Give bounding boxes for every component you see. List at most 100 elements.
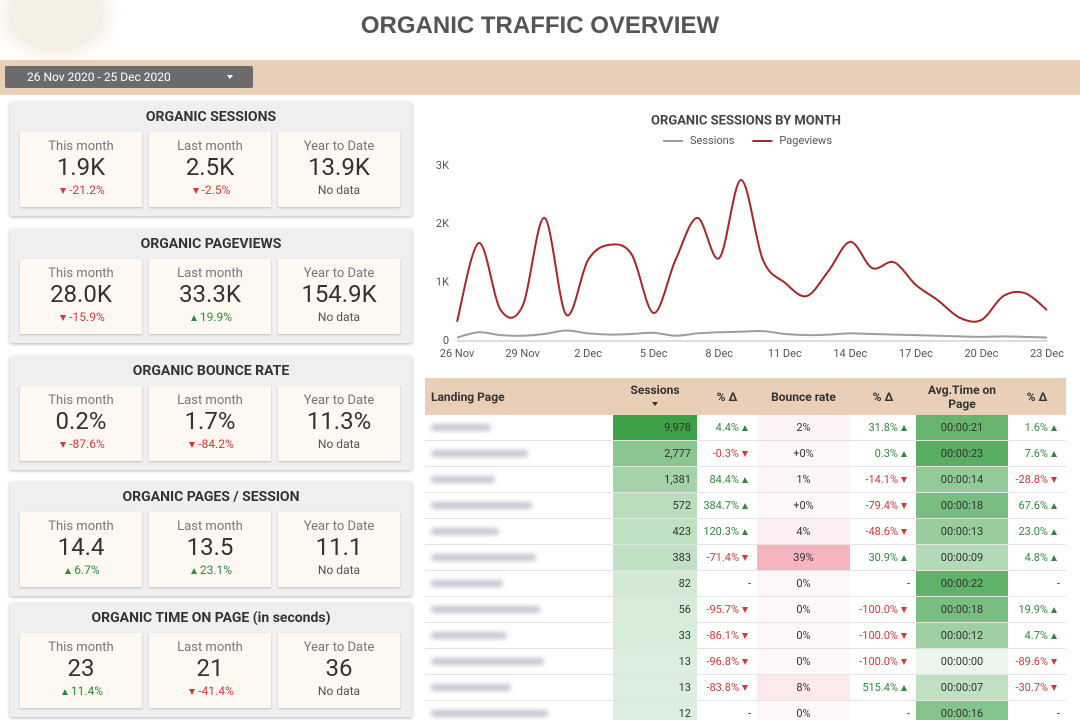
cell-text: -0.3% bbox=[712, 447, 739, 460]
column-header[interactable]: % Δ bbox=[1008, 378, 1066, 415]
column-header[interactable]: % Δ bbox=[850, 378, 916, 415]
column-header-text: Landing Page bbox=[431, 389, 505, 404]
table-cell: 67.6% bbox=[1008, 492, 1066, 519]
column-header[interactable]: Bounce rate bbox=[757, 378, 850, 415]
scorecard: Last month 1.7% -84.2% bbox=[149, 386, 271, 461]
cell-text: 30.9% bbox=[868, 551, 898, 564]
scorecard-value: 21 bbox=[196, 654, 224, 682]
down-arrow bbox=[60, 187, 67, 194]
table-row: 9,978 4.4% 2% 31.8% 00:00:21 1.6% bbox=[425, 415, 1066, 441]
up-arrow bbox=[742, 529, 748, 536]
table-cell: 0% bbox=[757, 622, 850, 649]
cell-text: 23.0% bbox=[1018, 525, 1048, 538]
table-row: 423 120.3% 4% -48.6% 00:00:13 23.0% bbox=[425, 518, 1066, 545]
scorecard-value: 1.7% bbox=[184, 407, 236, 435]
scorecard-label: Year to Date bbox=[303, 640, 375, 655]
table-cell: 9,978 bbox=[613, 415, 697, 441]
down-arrow bbox=[901, 633, 907, 640]
scorecard-value: 1.9K bbox=[56, 153, 106, 181]
series-line bbox=[456, 329, 1048, 339]
table-row: 82 - 0% - 00:00:22 - bbox=[425, 570, 1066, 597]
cell-text: 13 bbox=[678, 681, 691, 694]
blurred-landing-page bbox=[431, 424, 491, 431]
down-arrow bbox=[901, 503, 907, 510]
cell-text: 384.7% bbox=[703, 499, 739, 512]
table-cell: - bbox=[697, 700, 757, 720]
scorecard-delta: 23.1% bbox=[149, 563, 271, 577]
x-tick-label: 14 Dec bbox=[833, 347, 867, 360]
legend-label: Sessions bbox=[690, 134, 735, 147]
up-arrow bbox=[1051, 555, 1057, 562]
scorecard-label: Year to Date bbox=[303, 393, 375, 408]
blurred-landing-page bbox=[431, 658, 544, 665]
scorecard-value: 13.5 bbox=[186, 533, 234, 561]
down-arrow bbox=[742, 607, 748, 614]
column-header[interactable]: % Δ bbox=[697, 378, 757, 415]
table-cell: 00:00:16 bbox=[916, 700, 1008, 720]
blurred-landing-page bbox=[431, 476, 495, 483]
column-header[interactable]: Landing Page bbox=[425, 378, 613, 415]
down-arrow bbox=[189, 688, 196, 695]
cell-text: 56 bbox=[678, 603, 691, 616]
table-cell: -28.8% bbox=[1008, 466, 1066, 493]
down-arrow bbox=[742, 451, 748, 458]
cell-text: 00:00:18 bbox=[940, 603, 984, 616]
delta-text: 23.1% bbox=[199, 563, 233, 577]
note-text: No data bbox=[317, 563, 361, 577]
table-row: 33 -86.1% 0% -100.0% 00:00:12 4.7% bbox=[425, 622, 1066, 649]
blurred-landing-page bbox=[431, 450, 528, 457]
table-cell: 00:00:12 bbox=[916, 622, 1008, 649]
scorecard-delta: -2.5% bbox=[149, 183, 271, 197]
cell-text: 00:00:09 bbox=[940, 551, 984, 564]
blurred-landing-page bbox=[431, 606, 540, 613]
scorecard-panel: ORGANIC PAGES / SESSION This month 14.4 6.7… bbox=[10, 482, 412, 596]
cell-text: -14.1% bbox=[865, 473, 898, 486]
blurred-landing-page bbox=[431, 632, 507, 639]
scorecard: This month 28.0K -15.9% bbox=[20, 259, 142, 334]
down-arrow bbox=[1051, 685, 1057, 692]
cell-text: -89.6% bbox=[1015, 655, 1048, 668]
blurred-landing-page bbox=[431, 554, 536, 561]
table-cell: -48.6% bbox=[850, 518, 916, 545]
up-arrow bbox=[901, 451, 907, 458]
cell-text: -83.8% bbox=[706, 681, 739, 694]
x-tick-label: 29 Nov bbox=[505, 347, 540, 360]
x-tick-label: 11 Dec bbox=[768, 347, 802, 360]
table-cell: -89.6% bbox=[1008, 648, 1066, 675]
down-arrow bbox=[189, 441, 196, 448]
cell-text: 4.4% bbox=[715, 421, 739, 434]
table-cell: 4.8% bbox=[1008, 544, 1066, 571]
blurred-landing-page bbox=[431, 580, 503, 587]
cell-text: -28.8% bbox=[1015, 473, 1048, 486]
up-arrow bbox=[190, 314, 197, 321]
cell-text: -48.6% bbox=[865, 525, 898, 538]
up-arrow bbox=[901, 425, 907, 432]
cell-text: 1.6% bbox=[1024, 421, 1048, 434]
scorecard: Year to Date 11.1 No data bbox=[278, 512, 400, 587]
cell-text: 4% bbox=[796, 525, 811, 538]
cell-text: 423 bbox=[672, 525, 691, 538]
table-cell: 0% bbox=[757, 570, 850, 597]
column-header[interactable]: Sessions bbox=[613, 378, 697, 415]
scorecard-delta: 11.4% bbox=[20, 684, 142, 698]
header-row: Landing Page Sessions % Δ Bounce rate % Δ Avg… bbox=[425, 378, 1066, 415]
scorecard-label: This month bbox=[48, 640, 114, 655]
up-arrow bbox=[742, 477, 748, 484]
table-row: 572 384.7% +0% -79.4% 00:00:18 67.6% bbox=[425, 492, 1066, 519]
delta-text: -41.4% bbox=[198, 684, 234, 698]
down-arrow bbox=[60, 314, 67, 321]
scorecard-value: 13.9K bbox=[308, 153, 370, 181]
table-cell: 00:00:23 bbox=[916, 440, 1008, 467]
note-text: No data bbox=[317, 183, 361, 197]
table-cell: 00:00:21 bbox=[916, 415, 1008, 441]
delta-text: -2.5% bbox=[201, 183, 231, 197]
scorecard-delta: -15.9% bbox=[20, 310, 142, 324]
column-header[interactable]: Avg.Time on Page bbox=[916, 378, 1008, 415]
landing-page-cell bbox=[425, 415, 613, 441]
up-arrow bbox=[1051, 503, 1057, 510]
table-row: 2,777 -0.3% +0% 0.3% 00:00:23 7.6% bbox=[425, 440, 1066, 467]
blurred-landing-page bbox=[431, 710, 548, 717]
table-cell: 13 bbox=[613, 674, 697, 701]
date-range-picker[interactable]: 26 Nov 2020 - 25 Dec 2020 bbox=[5, 66, 253, 88]
landing-page-cell bbox=[425, 674, 613, 701]
